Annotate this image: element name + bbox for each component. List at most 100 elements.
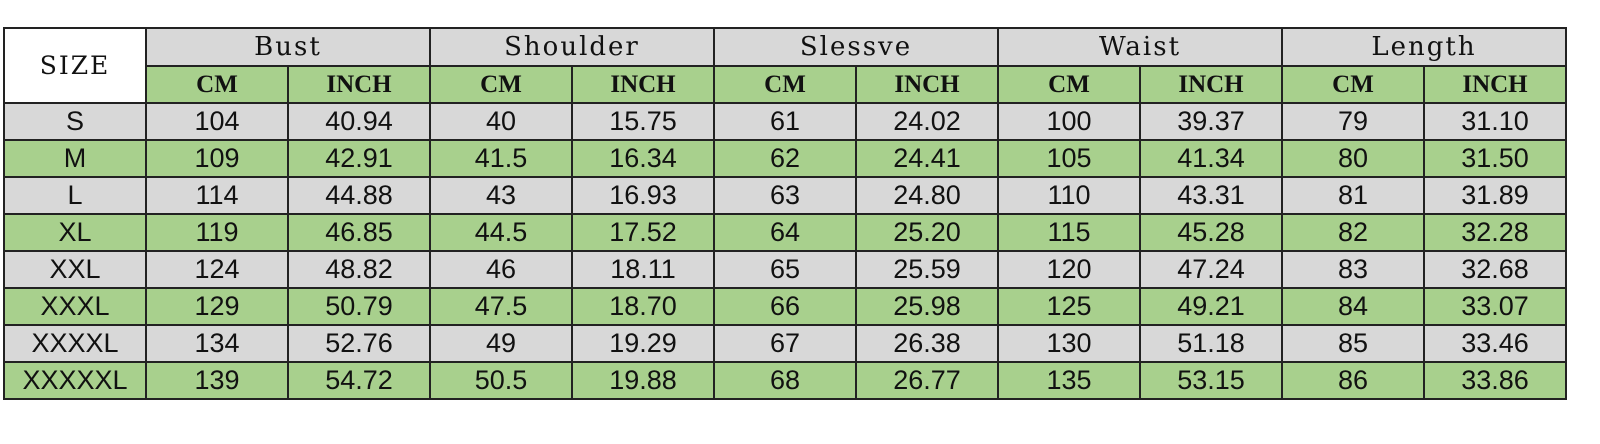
- unit-header-cm: CM: [997, 65, 1141, 104]
- table-cell: 32.28: [1423, 213, 1567, 252]
- table-cell: 124: [145, 250, 289, 289]
- unit-header-inch: INCH: [1423, 65, 1567, 104]
- table-cell: 40: [429, 102, 573, 141]
- table-cell: 44.88: [287, 176, 431, 215]
- table-cell: 80: [1281, 139, 1425, 178]
- table-row: XXXL 129 50.79 47.5 18.70 66 25.98 125 49.21 84 33…: [3, 287, 1567, 326]
- table-cell: 31.10: [1423, 102, 1567, 141]
- table-cell: 39.37: [1139, 102, 1283, 141]
- table-cell: 18.70: [571, 287, 715, 326]
- table-cell: 50.79: [287, 287, 431, 326]
- table-cell: 115: [997, 213, 1141, 252]
- table-cell: 85: [1281, 324, 1425, 363]
- table-cell: 31.89: [1423, 176, 1567, 215]
- table-cell: 105: [997, 139, 1141, 178]
- table-cell: 49.21: [1139, 287, 1283, 326]
- table-cell: 46: [429, 250, 573, 289]
- table-cell: 40.94: [287, 102, 431, 141]
- size-label: L: [3, 176, 147, 215]
- table-cell: 47.5: [429, 287, 573, 326]
- table-cell: 18.11: [571, 250, 715, 289]
- table-row: XXXXXL 139 54.72 50.5 19.88 68 26.77 135 53.15 86…: [3, 361, 1567, 400]
- table-cell: 19.88: [571, 361, 715, 400]
- table-cell: 66: [713, 287, 857, 326]
- table-cell: 33.07: [1423, 287, 1567, 326]
- table-cell: 82: [1281, 213, 1425, 252]
- size-header: SIZE: [3, 27, 147, 104]
- group-header-length: Length: [1281, 27, 1567, 67]
- table-cell: 119: [145, 213, 289, 252]
- table-row: L 114 44.88 43 16.93 63 24.80 110 43.31 81 31.89: [3, 176, 1567, 215]
- table-cell: 84: [1281, 287, 1425, 326]
- table-cell: 130: [997, 324, 1141, 363]
- table-cell: 51.18: [1139, 324, 1283, 363]
- unit-header-cm: CM: [1281, 65, 1425, 104]
- table-cell: 43: [429, 176, 573, 215]
- table-cell: 47.24: [1139, 250, 1283, 289]
- table-cell: 26.77: [855, 361, 999, 400]
- table-cell: 83: [1281, 250, 1425, 289]
- table-cell: 61: [713, 102, 857, 141]
- unit-header-cm: CM: [713, 65, 857, 104]
- table-cell: 46.85: [287, 213, 431, 252]
- table-cell: 24.41: [855, 139, 999, 178]
- table-cell: 53.15: [1139, 361, 1283, 400]
- header-row-units: CM INCH CM INCH CM INCH CM INCH CM INCH: [4, 65, 1567, 104]
- table-cell: 24.02: [855, 102, 999, 141]
- table-row: M 109 42.91 41.5 16.34 62 24.41 105 41.34 80 31.50: [3, 139, 1567, 178]
- table-cell: 135: [997, 361, 1141, 400]
- unit-header-inch: INCH: [571, 65, 715, 104]
- table-cell: 45.28: [1139, 213, 1283, 252]
- unit-header-inch: INCH: [855, 65, 999, 104]
- size-label: XXL: [3, 250, 147, 289]
- table-cell: 65: [713, 250, 857, 289]
- table-cell: 52.76: [287, 324, 431, 363]
- table-cell: 50.5: [429, 361, 573, 400]
- table-cell: 32.68: [1423, 250, 1567, 289]
- table-cell: 129: [145, 287, 289, 326]
- unit-header-cm: CM: [429, 65, 573, 104]
- table-cell: 86: [1281, 361, 1425, 400]
- group-header-shoulder: Shoulder: [429, 27, 715, 67]
- size-label: S: [3, 102, 147, 141]
- table-cell: 125: [997, 287, 1141, 326]
- table-cell: 24.80: [855, 176, 999, 215]
- unit-header-inch: INCH: [1139, 65, 1283, 104]
- table-row: XXXXL 134 52.76 49 19.29 67 26.38 130 51.18 85 33.…: [3, 324, 1567, 363]
- table-cell: 17.52: [571, 213, 715, 252]
- size-label: XXXXL: [3, 324, 147, 363]
- table-cell: 19.29: [571, 324, 715, 363]
- table-row: XXL 124 48.82 46 18.11 65 25.59 120 47.24 83 32.68: [3, 250, 1567, 289]
- table-cell: 41.34: [1139, 139, 1283, 178]
- table-cell: 104: [145, 102, 289, 141]
- table-cell: 79: [1281, 102, 1425, 141]
- size-label: M: [3, 139, 147, 178]
- table-cell: 42.91: [287, 139, 431, 178]
- unit-header-cm: CM: [145, 65, 289, 104]
- size-label: XXXL: [3, 287, 147, 326]
- size-label: XL: [3, 213, 147, 252]
- table-cell: 64: [713, 213, 857, 252]
- table-cell: 114: [145, 176, 289, 215]
- table-cell: 81: [1281, 176, 1425, 215]
- table-cell: 109: [145, 139, 289, 178]
- table-cell: 48.82: [287, 250, 431, 289]
- table-cell: 54.72: [287, 361, 431, 400]
- table-cell: 25.98: [855, 287, 999, 326]
- table-cell: 134: [145, 324, 289, 363]
- group-header-bust: Bust: [145, 27, 431, 67]
- group-header-waist: Waist: [997, 27, 1283, 67]
- table-row: XL 119 46.85 44.5 17.52 64 25.20 115 45.28 82 32.2…: [3, 213, 1567, 252]
- table-cell: 15.75: [571, 102, 715, 141]
- table-cell: 62: [713, 139, 857, 178]
- size-label: XXXXXL: [3, 361, 147, 400]
- table-cell: 33.46: [1423, 324, 1567, 363]
- table-cell: 67: [713, 324, 857, 363]
- table-cell: 100: [997, 102, 1141, 141]
- table-cell: 16.93: [571, 176, 715, 215]
- table-cell: 33.86: [1423, 361, 1567, 400]
- table-cell: 41.5: [429, 139, 573, 178]
- table-cell: 139: [145, 361, 289, 400]
- table-cell: 25.59: [855, 250, 999, 289]
- table-cell: 49: [429, 324, 573, 363]
